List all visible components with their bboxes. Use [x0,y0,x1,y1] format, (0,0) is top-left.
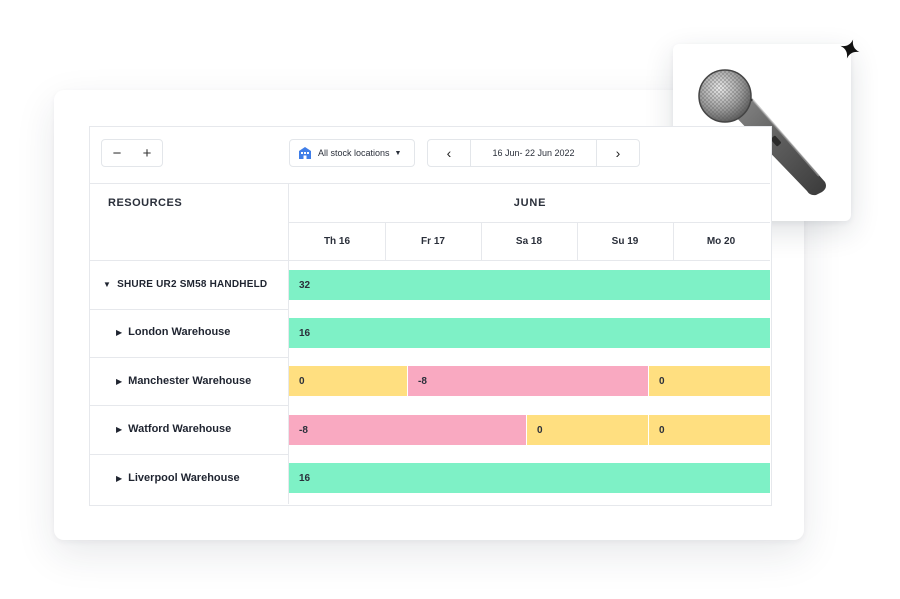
date-range-navigator: ‹ 16 Jun- 22 Jun 2022 › [427,139,640,167]
divider [89,405,289,406]
availability-bar[interactable]: 0 [649,366,770,396]
warehouse-building-icon [299,147,311,159]
next-week-button[interactable]: › [596,140,639,166]
resources-header: RESOURCES [108,197,183,209]
zoom-out-button[interactable]: − [112,144,122,162]
chevron-left-icon: ‹ [446,145,452,161]
chevron-right-icon: › [615,145,621,161]
prev-week-button[interactable]: ‹ [428,140,471,166]
divider [89,357,289,358]
day-header: Su 19 [611,236,639,247]
triangle-right-icon[interactable]: ▶ [116,327,123,337]
divider [288,183,289,504]
availability-bar[interactable]: 0 [527,415,648,445]
triangle-right-icon[interactable]: ▶ [116,376,123,386]
availability-bar[interactable]: 16 [289,318,770,348]
location-row-watford[interactable]: ▶ Watford Warehouse [116,423,231,435]
location-label: Manchester Warehouse [128,375,252,387]
availability-bar[interactable]: -8 [408,366,648,396]
triangle-right-icon[interactable]: ▶ [116,424,123,434]
zoom-control: − + [101,139,163,167]
date-range-label[interactable]: 16 Jun- 22 Jun 2022 [492,148,575,158]
location-label: Watford Warehouse [128,423,232,435]
day-header: Sa 18 [515,236,543,247]
microphone-image [698,69,826,196]
divider [481,222,482,260]
divider [89,454,289,455]
divider [289,222,770,223]
divider [89,260,770,261]
location-row-london[interactable]: ▶ London Warehouse [116,326,230,338]
availability-bar[interactable]: 16 [289,463,770,493]
triangle-right-icon[interactable]: ▶ [116,473,123,483]
day-header: Th 16 [323,236,351,247]
sparkle-icon [840,39,860,59]
resource-label: SHURE UR2 SM58 HANDHELD [117,279,268,290]
triangle-down-icon[interactable]: ▼ [103,280,112,289]
availability-bar[interactable]: 0 [289,366,407,396]
location-label: London Warehouse [128,326,231,338]
availability-bar[interactable]: 0 [649,415,770,445]
divider [89,309,289,310]
resource-row-shure[interactable]: ▼ SHURE UR2 SM58 HANDHELD [103,279,267,290]
month-header: JUNE [513,197,547,209]
location-row-manchester[interactable]: ▶ Manchester Warehouse [116,375,251,387]
divider [89,183,770,184]
divider [577,222,578,260]
divider [385,222,386,260]
availability-bar[interactable]: -8 [289,415,526,445]
zoom-in-button[interactable]: + [142,144,152,162]
divider [673,222,674,260]
chevron-down-icon: ▼ [394,149,402,157]
day-header: Mo 20 [706,236,736,247]
location-row-liverpool[interactable]: ▶ Liverpool Warehouse [116,472,240,484]
stock-location-label: All stock locations [318,148,390,158]
availability-bar[interactable]: 32 [289,270,770,300]
stock-location-select[interactable]: All stock locations ▼ [289,139,415,167]
location-label: Liverpool Warehouse [128,472,240,484]
day-header: Fr 17 [421,236,445,247]
